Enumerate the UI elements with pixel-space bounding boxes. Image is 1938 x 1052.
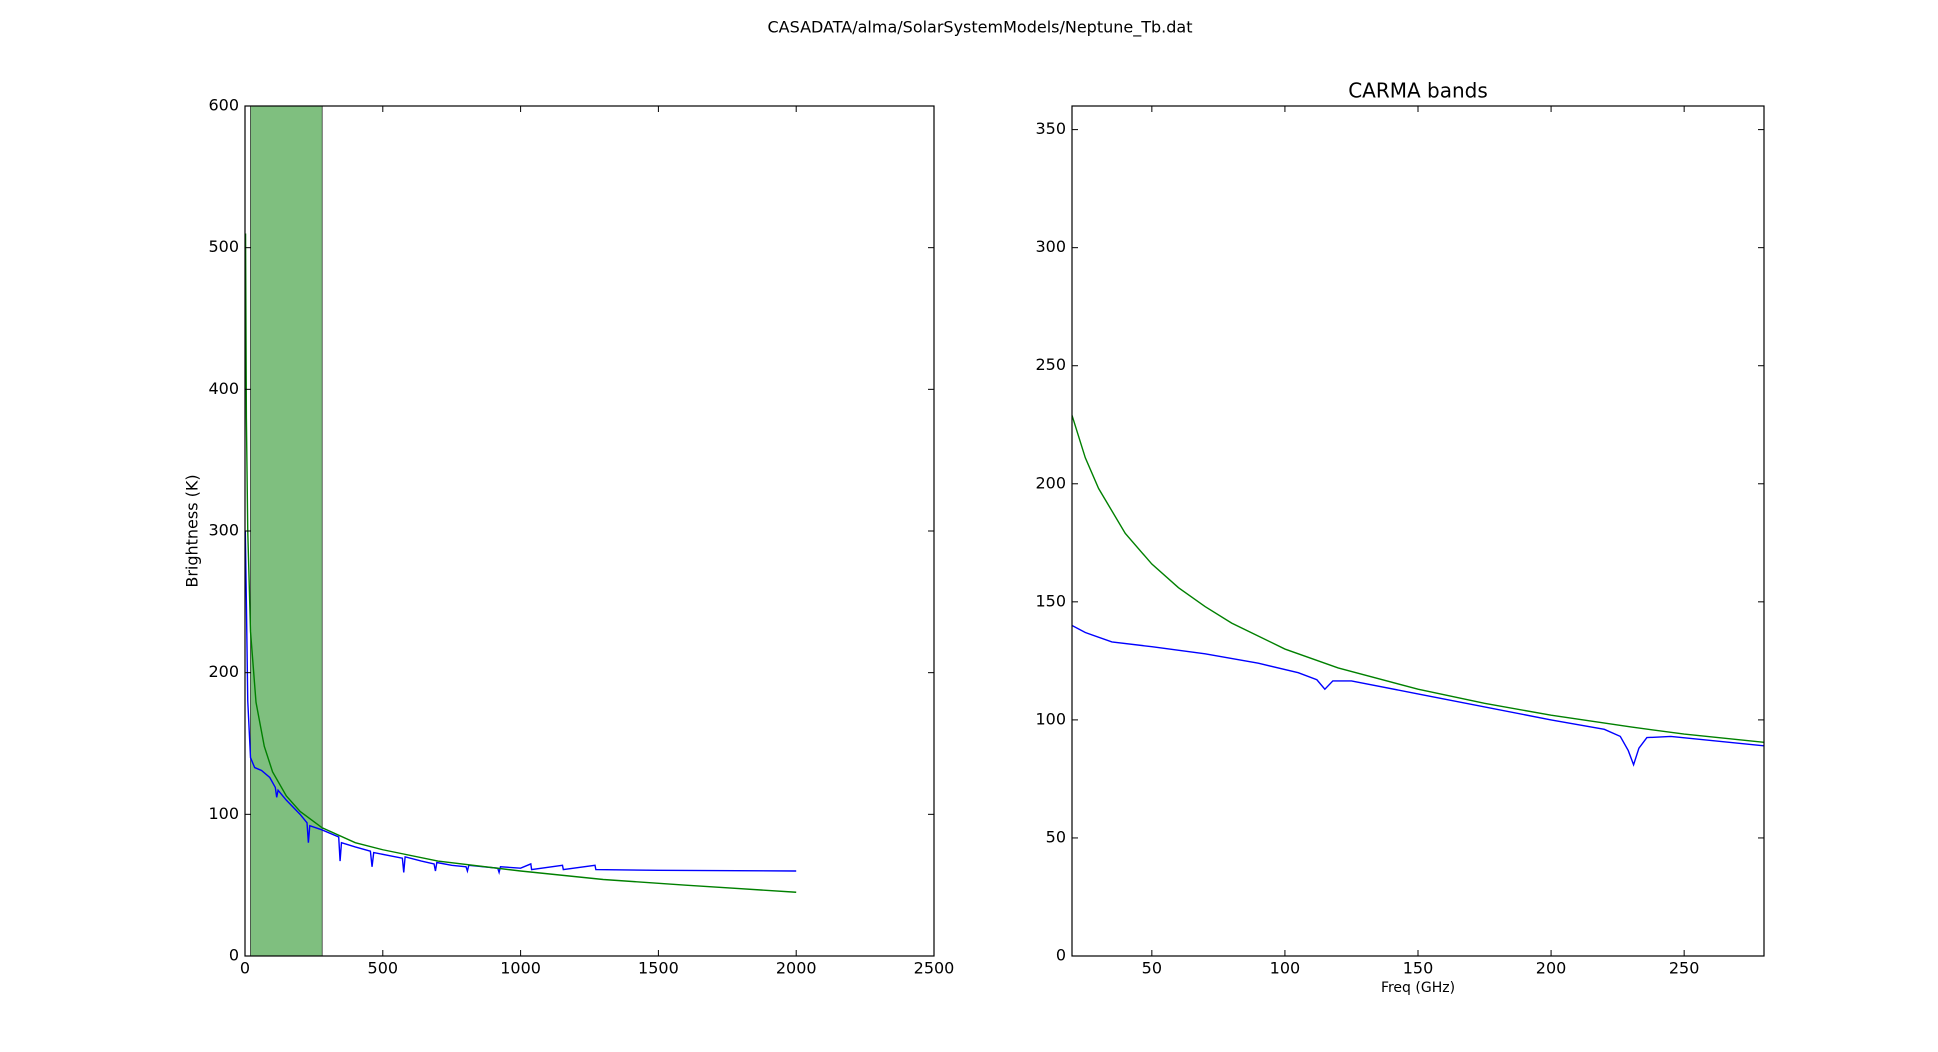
x-tick-label: 200 <box>1536 959 1567 978</box>
chart-title: CARMA bands <box>1348 79 1488 103</box>
figure-title: CASADATA/alma/SolarSystemModels/Neptune_… <box>768 18 1193 38</box>
plot-area <box>1072 415 1764 767</box>
axes-frame <box>1071 105 1765 957</box>
x-tick-label: 150 <box>1403 959 1434 978</box>
y-tick-label: 150 <box>1035 591 1066 610</box>
x-tick-label: 2500 <box>914 959 955 978</box>
x-axis-label: Freq (GHz) <box>1381 980 1455 996</box>
x-tick-label: 1000 <box>500 959 541 978</box>
y-tick-label: 300 <box>208 521 239 540</box>
plot-area <box>245 106 797 956</box>
y-tick-label: 600 <box>208 96 239 115</box>
series-line <box>245 233 797 893</box>
series-line <box>1072 415 1764 744</box>
y-tick-label: 500 <box>208 237 239 256</box>
y-tick-label: 250 <box>1035 355 1066 374</box>
axes-frame <box>244 105 935 957</box>
y-tick-label: 50 <box>1046 827 1066 846</box>
y-tick-label: 0 <box>1056 946 1066 965</box>
y-tick-label: 200 <box>208 662 239 681</box>
y-tick-label: 0 <box>229 946 239 965</box>
y-tick-label: 200 <box>1035 473 1066 492</box>
y-axis-label: Brightness (K) <box>183 474 202 587</box>
x-tick-label: 250 <box>1669 959 1700 978</box>
x-tick-label: 0 <box>240 959 250 978</box>
y-tick-label: 100 <box>1035 709 1066 728</box>
x-tick-label: 1500 <box>638 959 679 978</box>
y-tick-label: 400 <box>208 379 239 398</box>
series-line <box>1072 624 1764 767</box>
x-tick-label: 50 <box>1142 959 1162 978</box>
series-line <box>245 530 797 875</box>
x-tick-label: 2000 <box>776 959 817 978</box>
band-span <box>250 106 323 956</box>
y-tick-label: 300 <box>1035 237 1066 256</box>
x-tick-label: 100 <box>1270 959 1301 978</box>
x-tick-label: 500 <box>368 959 399 978</box>
y-tick-label: 350 <box>1035 119 1066 138</box>
y-tick-label: 100 <box>208 804 239 823</box>
